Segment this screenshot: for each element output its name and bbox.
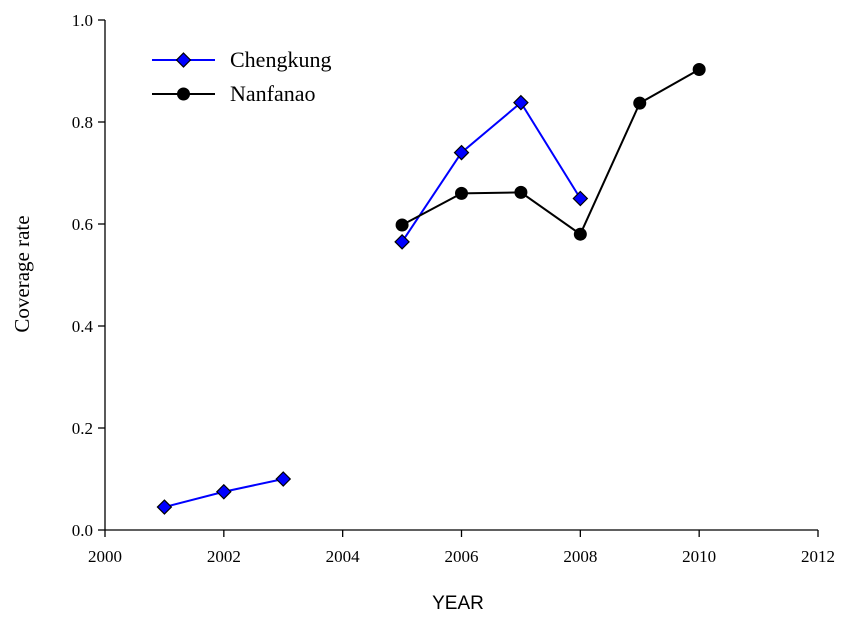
y-tick-label: 0.0	[72, 521, 93, 540]
data-point-nanfanao	[455, 186, 468, 200]
x-tick-label: 2012	[801, 547, 835, 566]
series-line-nanfanao	[401, 68, 700, 236]
x-tick-label: 2008	[563, 547, 597, 566]
data-point-chengkung	[394, 234, 410, 250]
axes: 0.0 0.2 0.4 0.6 0.8 1.0 2000 2002 2004 2006 2008 20…	[72, 11, 835, 566]
y-tick-label: 0.4	[72, 317, 94, 336]
x-tick-label: 2000	[88, 547, 122, 566]
legend-label: Nanfanao	[230, 81, 316, 106]
series-layer	[156, 62, 706, 515]
data-point-nanfanao	[633, 96, 647, 110]
x-tick-label: 2002	[207, 547, 241, 566]
data-point-nanfanao	[573, 227, 587, 241]
series-chengkung	[156, 94, 589, 515]
y-tick-label: 0.2	[72, 419, 93, 438]
data-point-chengkung	[513, 94, 529, 111]
x-tick-label: 2004	[326, 547, 361, 566]
data-point-chengkung	[215, 483, 232, 500]
data-point-chengkung	[156, 499, 173, 515]
data-point-chengkung	[572, 190, 589, 207]
data-point-nanfanao	[395, 218, 409, 232]
legend-item-chengkung: Chengkung	[152, 47, 331, 72]
data-point-chengkung	[275, 471, 292, 487]
legend-label: Chengkung	[230, 47, 331, 72]
data-point-nanfanao	[692, 62, 706, 76]
series-nanfanao	[395, 62, 706, 241]
y-tick-label: 0.6	[72, 215, 93, 234]
x-tick-label: 2010	[682, 547, 716, 566]
x-tick-label: 2006	[445, 547, 479, 566]
data-point-nanfanao	[514, 185, 528, 199]
y-axis-title: Coverage rate	[10, 215, 34, 332]
legend-marker	[177, 87, 190, 101]
legend-marker	[175, 52, 192, 68]
x-axis-title: YEAR	[432, 593, 484, 614]
y-tick-label: 1.0	[72, 11, 93, 30]
legend: Chengkung Nanfanao	[152, 47, 331, 106]
y-tick-label: 0.8	[72, 113, 93, 132]
data-point-chengkung	[453, 144, 470, 161]
legend-item-nanfanao: Nanfanao	[152, 81, 316, 106]
series-line-chengkung	[401, 101, 582, 243]
